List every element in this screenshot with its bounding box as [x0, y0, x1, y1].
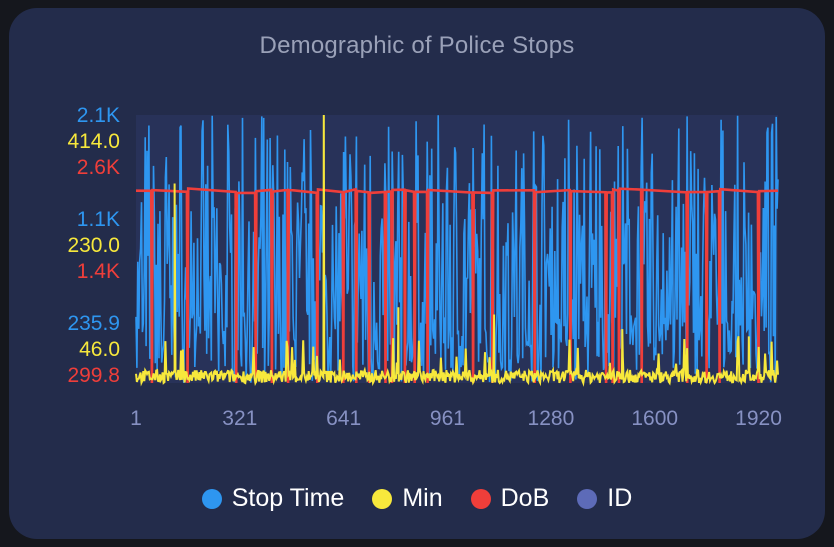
y-tick-label-stop-time: 1.1K: [77, 208, 120, 231]
y-tick-label-dob: 2.6K: [77, 156, 120, 179]
legend-label: Stop Time: [231, 484, 345, 512]
legend-dot-icon: [577, 488, 598, 509]
y-tick-label-min: 230.0: [67, 234, 120, 257]
x-tick-label: 1920: [735, 407, 782, 430]
y-tick-label-min: 46.0: [79, 338, 120, 361]
legend-label: ID: [607, 484, 633, 512]
legend-dot-icon: [470, 488, 491, 509]
series-line-stop-time: [135, 115, 779, 383]
y-tick-label-dob: 1.4K: [77, 260, 120, 283]
chart-legend: Stop Time Min DoB ID: [0, 484, 834, 513]
legend-item-id[interactable]: ID: [577, 484, 632, 513]
x-tick-label: 1600: [631, 407, 678, 430]
x-tick-label: 1280: [528, 407, 575, 430]
legend-dot-icon: [372, 488, 393, 509]
y-tick-label-stop-time: 235.9: [67, 312, 120, 335]
x-tick-label: 321: [222, 407, 257, 430]
series-line-min: [135, 114, 779, 387]
series-line-dob: [135, 187, 779, 384]
legend-label: Min: [402, 484, 443, 512]
legend-label: DoB: [500, 484, 550, 512]
y-tick-label-stop-time: 2.1K: [77, 104, 120, 127]
legend-item-min[interactable]: Min: [372, 484, 443, 513]
legend-item-stop-time[interactable]: Stop Time: [201, 484, 345, 513]
x-tick-label: 961: [430, 407, 465, 430]
legend-item-dob[interactable]: DoB: [470, 484, 550, 513]
legend-dot-icon: [201, 488, 222, 509]
y-tick-label-dob: 299.8: [67, 364, 120, 387]
x-tick-label: 1: [130, 407, 142, 430]
y-tick-label-min: 414.0: [67, 130, 120, 153]
chart-title: Demographic of Police Stops: [259, 32, 575, 59]
x-tick-label: 641: [326, 407, 361, 430]
